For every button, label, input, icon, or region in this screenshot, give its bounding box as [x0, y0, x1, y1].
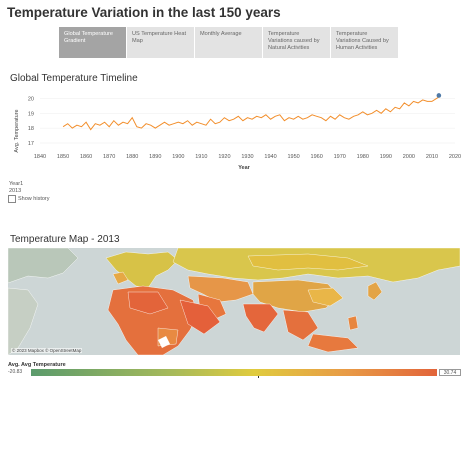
x-tick-label: 1970 [334, 154, 346, 160]
temperature-map[interactable]: © 2023 Mapbox © OpenStreetMap [8, 248, 460, 355]
legend-title: Avg. Avg Temperature [8, 362, 66, 368]
x-tick-label: 1940 [264, 154, 276, 160]
x-tick-label: 2010 [426, 154, 438, 160]
x-tick-label: 2000 [403, 154, 415, 160]
tab-bar: Global Temperature Gradient US Temperatu… [59, 27, 399, 58]
y-tick-label: 17 [28, 141, 34, 147]
y-tick-label: 19 [28, 111, 34, 117]
x-tick-label: 1910 [195, 154, 207, 160]
tab-global-temperature-gradient[interactable]: Global Temperature Gradient [59, 27, 127, 58]
tab-us-temperature-heat-map[interactable]: US Temperature Heat Map [127, 27, 195, 58]
legend-max-label[interactable]: 30.74 [439, 369, 461, 376]
x-tick-label: 1870 [103, 154, 115, 160]
show-history-label: Show history [18, 196, 50, 202]
world-map-icon [8, 248, 460, 355]
x-axis-label: Year [238, 165, 250, 171]
temperature-series-line[interactable] [62, 96, 440, 131]
y-tick-label: 18 [28, 126, 34, 132]
show-history-checkbox[interactable] [8, 195, 16, 203]
legend-color-scale[interactable] [31, 369, 437, 376]
show-history-toggle[interactable]: Show history [8, 195, 50, 203]
map-attribution[interactable]: © 2023 Mapbox © OpenStreetMap [11, 348, 83, 353]
y-axis-label: Avg. Temperature [14, 109, 20, 152]
timeline-title: Global Temperature Timeline [10, 73, 138, 84]
tab-human-activities[interactable]: Temperature Variations Caused by Human A… [331, 27, 399, 58]
x-tick-label: 1880 [126, 154, 138, 160]
x-tick-label: 1950 [287, 154, 299, 160]
x-tick-label: 1890 [149, 154, 161, 160]
selected-year-point[interactable] [436, 93, 442, 98]
year-filter-label: Year1 [9, 181, 24, 187]
x-tick-label: 1850 [57, 154, 69, 160]
x-tick-label: 2020 [449, 154, 461, 160]
x-tick-label: 1900 [172, 154, 184, 160]
x-tick-label: 1840 [34, 154, 46, 160]
page-title: Temperature Variation in the last 150 ye… [7, 5, 281, 20]
x-tick-label: 1980 [357, 154, 369, 160]
year-filter-value[interactable]: 2013 [9, 188, 22, 194]
x-tick-label: 1990 [380, 154, 392, 160]
map-title: Temperature Map - 2013 [10, 234, 120, 245]
x-tick-label: 1860 [80, 154, 92, 160]
tab-monthly-average[interactable]: Monthly Average [195, 27, 263, 58]
x-tick-label: 1920 [218, 154, 230, 160]
tab-natural-activities[interactable]: Temperature Variations caused by Natural… [263, 27, 331, 58]
x-tick-label: 1960 [311, 154, 323, 160]
y-tick-label: 20 [28, 96, 34, 102]
x-tick-label: 1930 [241, 154, 253, 160]
legend-min-label: -20.83 [8, 369, 23, 375]
legend-marker [258, 376, 259, 378]
